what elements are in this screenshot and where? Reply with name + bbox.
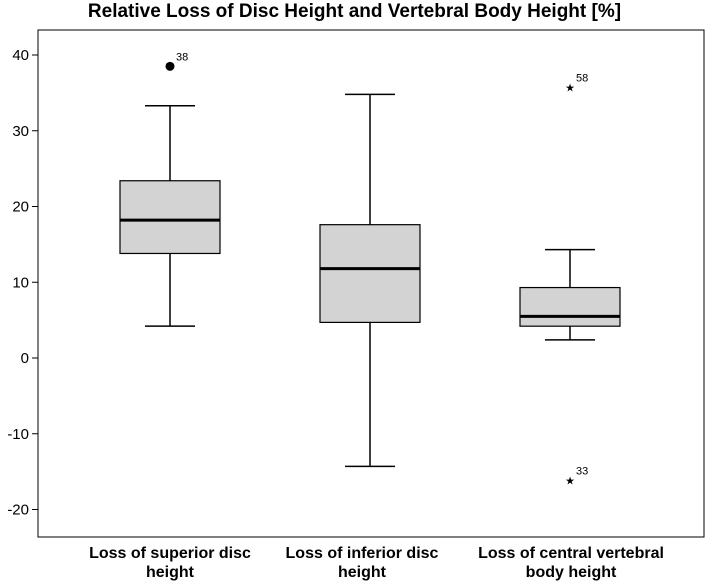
y-tick-label: 40 [12,47,29,64]
extreme-point: ★ [565,82,575,95]
category-label-central-vertebral-body: Loss of central vertebral body height [478,545,664,581]
y-tick-label: 0 [21,350,29,367]
category-label-inferior-disc: Loss of inferior disc height [285,545,439,581]
outlier-label: 33 [576,466,588,478]
category-label-superior-disc: Loss of superior disc height [89,545,251,581]
iqr-box [319,224,421,323]
iqr-box [119,180,221,255]
y-tick-label: 10 [12,274,29,291]
box-2 [319,93,421,468]
y-tick-label: -20 [7,502,29,519]
y-axis: -20 -10 0 10 20 30 40 [7,47,38,519]
chart-title: Relative Loss of Disc Height and Vertebr… [87,1,622,22]
y-tick-label: 30 [12,123,29,140]
box-3: ★58★33 [519,73,621,488]
outlier-point [165,61,175,71]
box-group: 38★58★33 [119,51,621,488]
outlier-label: 38 [176,51,188,63]
y-tick-label: -10 [7,426,29,443]
y-tick-label: 20 [12,199,29,216]
iqr-box [519,286,621,327]
extreme-point: ★ [565,475,575,488]
outlier-label: 58 [576,73,588,85]
box-1: 38 [119,51,221,327]
